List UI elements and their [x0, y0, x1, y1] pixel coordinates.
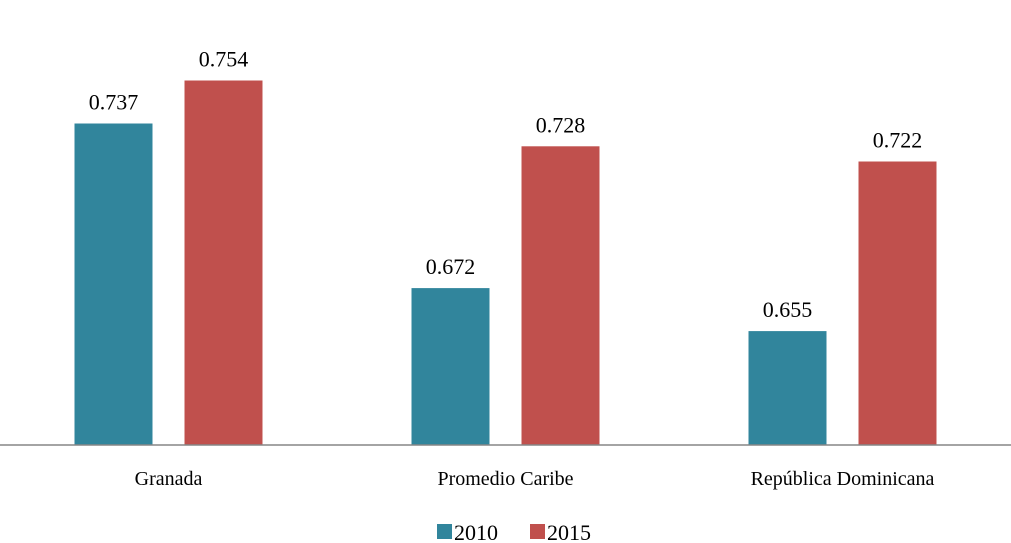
- bar-2015-2: [858, 161, 937, 445]
- category-labels-group: Granada Promedio Caribe República Dominica…: [135, 468, 935, 490]
- data-labels-group: 0.737 0.754 0.672 0.728 0.655 0.722: [89, 47, 923, 323]
- legend-swatch-2010: [437, 524, 452, 539]
- data-label-2015-2: 0.722: [873, 128, 923, 153]
- legend: 2010 2015: [437, 520, 591, 543]
- data-label-2015-0: 0.754: [199, 47, 249, 72]
- category-label-0: Granada: [135, 468, 203, 490]
- legend-swatch-2015: [530, 524, 545, 539]
- data-label-2010-1: 0.672: [426, 254, 476, 279]
- category-label-2: República Dominicana: [751, 468, 935, 490]
- legend-label-2015: 2015: [547, 520, 591, 543]
- data-label-2010-2: 0.655: [763, 297, 813, 322]
- bar-2015-1: [521, 146, 600, 446]
- legend-label-2010: 2010: [454, 520, 498, 543]
- data-label-2015-1: 0.728: [536, 112, 586, 137]
- bar-2010-2: [748, 331, 827, 445]
- bars-group: [74, 80, 937, 446]
- category-label-1: Promedio Caribe: [437, 468, 573, 490]
- bar-2010-0: [74, 123, 153, 445]
- bar-2015-0: [184, 80, 263, 445]
- bar-2010-1: [411, 288, 490, 445]
- data-label-2010-0: 0.737: [89, 90, 139, 115]
